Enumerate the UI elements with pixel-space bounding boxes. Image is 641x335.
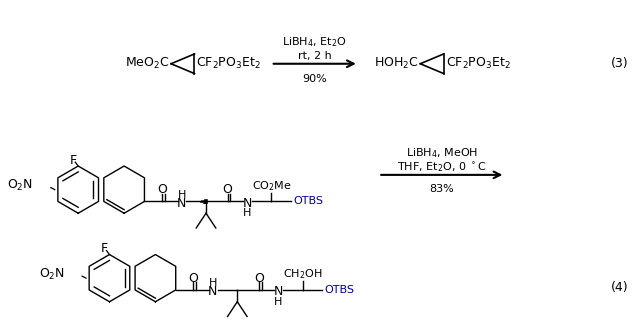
Text: N: N bbox=[208, 285, 217, 298]
Text: H: H bbox=[178, 190, 186, 200]
Text: F: F bbox=[70, 154, 77, 166]
Text: (4): (4) bbox=[611, 281, 628, 294]
Text: LiBH$_4$, Et$_2$O: LiBH$_4$, Et$_2$O bbox=[283, 35, 347, 49]
Text: N: N bbox=[242, 197, 252, 210]
Text: CO$_2$Me: CO$_2$Me bbox=[252, 179, 292, 193]
Text: F: F bbox=[101, 242, 108, 255]
Text: OTBS: OTBS bbox=[293, 196, 323, 206]
Text: LiBH$_4$, MeOH: LiBH$_4$, MeOH bbox=[406, 146, 478, 160]
Text: OTBS: OTBS bbox=[324, 285, 354, 295]
Text: H: H bbox=[209, 278, 217, 288]
Text: O$_2$N: O$_2$N bbox=[7, 178, 33, 193]
Text: H: H bbox=[274, 297, 283, 307]
Text: rt, 2 h: rt, 2 h bbox=[298, 51, 331, 61]
Text: N: N bbox=[177, 197, 187, 210]
Text: CF$_2$PO$_3$Et$_2$: CF$_2$PO$_3$Et$_2$ bbox=[196, 56, 262, 71]
Text: HOH$_2$C: HOH$_2$C bbox=[374, 56, 419, 71]
Text: CH$_2$OH: CH$_2$OH bbox=[283, 267, 322, 281]
Text: 83%: 83% bbox=[429, 184, 454, 194]
Text: MeO$_2$C: MeO$_2$C bbox=[124, 56, 169, 71]
Text: H: H bbox=[243, 208, 251, 218]
Text: O: O bbox=[254, 272, 263, 285]
Text: CF$_2$PO$_3$Et$_2$: CF$_2$PO$_3$Et$_2$ bbox=[445, 56, 511, 71]
Text: THF, Et$_2$O, 0 $^\circ$C: THF, Et$_2$O, 0 $^\circ$C bbox=[397, 160, 487, 174]
Text: N: N bbox=[274, 285, 283, 298]
Text: 90%: 90% bbox=[303, 74, 327, 84]
Text: O$_2$N: O$_2$N bbox=[38, 267, 65, 282]
Text: (3): (3) bbox=[611, 57, 628, 70]
Text: O: O bbox=[222, 183, 233, 196]
Text: O: O bbox=[157, 183, 167, 196]
Text: O: O bbox=[188, 272, 198, 285]
